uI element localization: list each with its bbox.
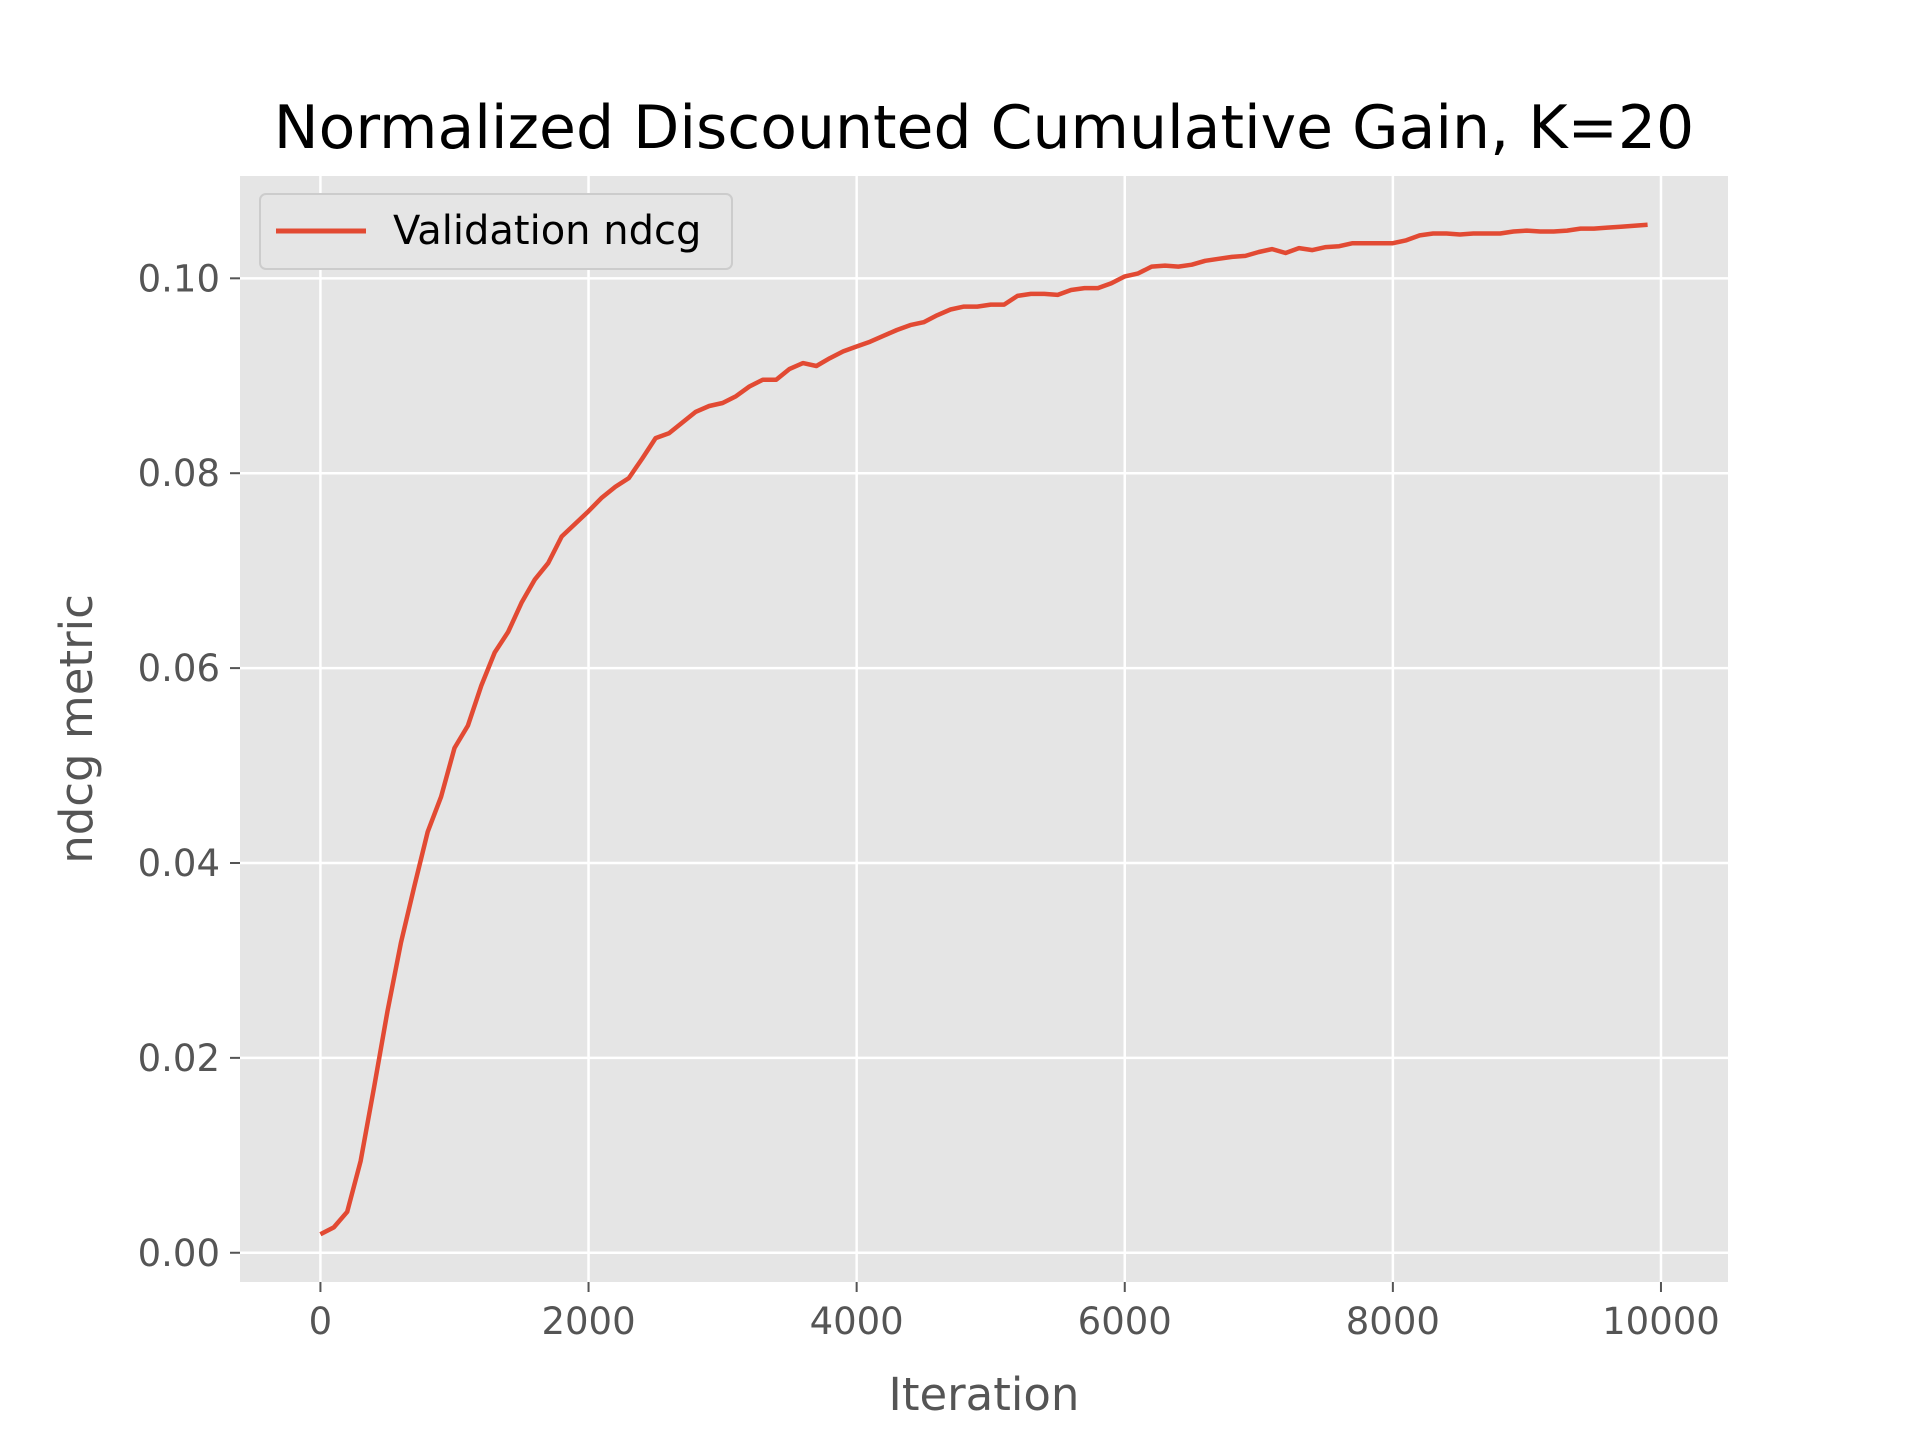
x-tick-label: 2000 (541, 1300, 635, 1343)
series-line-validation-ndcg (319, 222, 1648, 1237)
y-tick-label: 0.00 (138, 1232, 220, 1275)
x-tick-label: 0 (309, 1300, 333, 1343)
y-tick-label: 0.02 (138, 1037, 220, 1080)
chart-title: Normalized Discounted Cumulative Gain, K… (274, 93, 1694, 163)
legend: Validation ndcg (259, 193, 733, 270)
grid-lines (240, 176, 1728, 1282)
legend-box (259, 193, 733, 270)
y-tick-label: 0.10 (138, 257, 220, 300)
plot-area (240, 176, 1728, 1282)
y-axis-label: ndcg metric (50, 594, 103, 864)
y-tick-label: 0.06 (138, 647, 220, 690)
x-tick-label: 4000 (810, 1300, 904, 1343)
x-tick-label: 8000 (1346, 1300, 1440, 1343)
legend-label-validation-ndcg: Validation ndcg (393, 208, 701, 254)
y-tick-label: 0.04 (138, 842, 220, 885)
series-layer (319, 222, 1648, 1237)
x-tick-label: 6000 (1078, 1300, 1172, 1343)
axis-ticks: 0 2000 4000 6000 8000 10000 0.00 0.02 0.04 0.06 0.… (138, 257, 1720, 1343)
x-tick-label: 10000 (1602, 1300, 1720, 1343)
y-tick-label: 0.08 (138, 452, 220, 495)
x-axis-label: Iteration (889, 1368, 1080, 1421)
